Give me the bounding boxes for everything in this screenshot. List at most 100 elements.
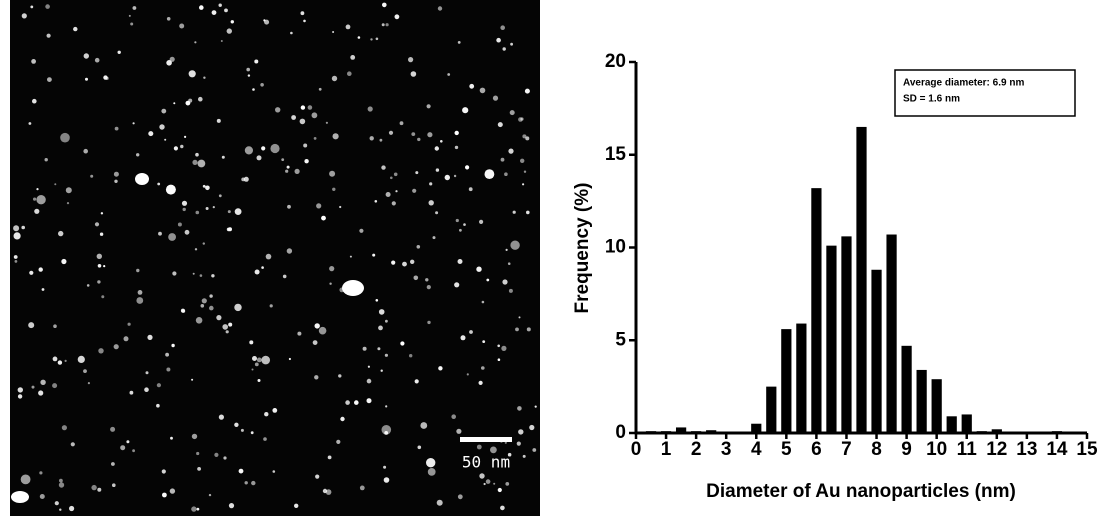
particle [369, 136, 374, 141]
particle [325, 489, 332, 495]
y-tick-label: 5 [615, 329, 626, 350]
particle [113, 344, 119, 350]
particle [332, 187, 336, 191]
particle [465, 165, 470, 170]
particle [435, 211, 439, 215]
particle [380, 369, 383, 372]
particle [165, 352, 170, 357]
particle [161, 108, 167, 114]
particle [339, 205, 342, 209]
particle [201, 298, 207, 304]
particle [31, 59, 36, 64]
particle [484, 169, 495, 180]
particle [209, 305, 214, 311]
bar [946, 416, 957, 433]
particle [384, 431, 389, 435]
particle [261, 146, 266, 151]
particle [388, 130, 394, 135]
particle [47, 77, 52, 82]
x-tick-label: 0 [631, 439, 642, 460]
particle [254, 59, 259, 64]
particle [515, 327, 519, 332]
particle [182, 207, 186, 212]
particle [212, 206, 215, 209]
particle [318, 326, 327, 335]
particle [136, 297, 144, 304]
particle [416, 245, 421, 249]
particle [438, 366, 443, 371]
particle [156, 403, 160, 408]
particle [490, 446, 497, 454]
particle [59, 508, 62, 511]
particle [285, 169, 289, 173]
particle [412, 188, 417, 193]
particle [156, 383, 161, 388]
particle [218, 3, 222, 7]
particle [59, 478, 63, 483]
y-tick-label: 15 [605, 144, 627, 165]
particle [184, 229, 190, 235]
x-tick-label: 13 [1016, 439, 1037, 460]
particle [349, 255, 352, 258]
particle [426, 458, 436, 468]
particle [500, 25, 506, 31]
particle [502, 279, 508, 285]
particle [41, 288, 45, 291]
particle [378, 325, 383, 331]
particle [453, 174, 457, 178]
particle [428, 200, 434, 206]
particle [497, 344, 501, 348]
particle [329, 266, 335, 272]
particle [20, 474, 31, 485]
particle [198, 96, 203, 102]
x-tick-label: 6 [811, 439, 822, 460]
particle [462, 107, 469, 114]
particle [454, 130, 459, 136]
particle [374, 200, 378, 203]
particle [28, 322, 35, 329]
particle [162, 492, 167, 498]
particle [252, 88, 255, 91]
particle [220, 40, 223, 42]
particle [214, 452, 219, 457]
particle [532, 448, 537, 452]
particle [247, 74, 251, 77]
particle [522, 134, 527, 139]
particle [244, 481, 248, 485]
particle [199, 5, 204, 10]
particle [222, 324, 228, 330]
particle [525, 136, 530, 141]
particle [332, 31, 335, 33]
x-tick-label: 11 [957, 439, 978, 460]
particle [224, 8, 228, 13]
particle [497, 487, 502, 493]
particle [518, 429, 524, 435]
particle [61, 258, 67, 265]
particle [286, 165, 290, 169]
particle [194, 41, 197, 44]
particle [196, 451, 200, 456]
particle [97, 264, 102, 268]
particle [188, 98, 193, 103]
particle [256, 155, 262, 161]
x-tick-label: 4 [751, 439, 762, 460]
particle [381, 425, 392, 435]
particle [221, 155, 225, 159]
particle [382, 2, 387, 8]
particle [510, 42, 513, 46]
particle [44, 158, 48, 162]
particle [325, 121, 328, 124]
particle [303, 19, 306, 23]
y-tick-label: 20 [605, 51, 626, 72]
particle [195, 317, 203, 324]
particle [52, 356, 58, 362]
particle [234, 422, 239, 427]
particle [426, 104, 431, 109]
particle [199, 274, 203, 277]
particle [496, 37, 501, 43]
particle [147, 334, 153, 340]
particle [288, 357, 291, 361]
particle [87, 382, 90, 385]
particle [250, 431, 254, 435]
particle [500, 505, 505, 511]
